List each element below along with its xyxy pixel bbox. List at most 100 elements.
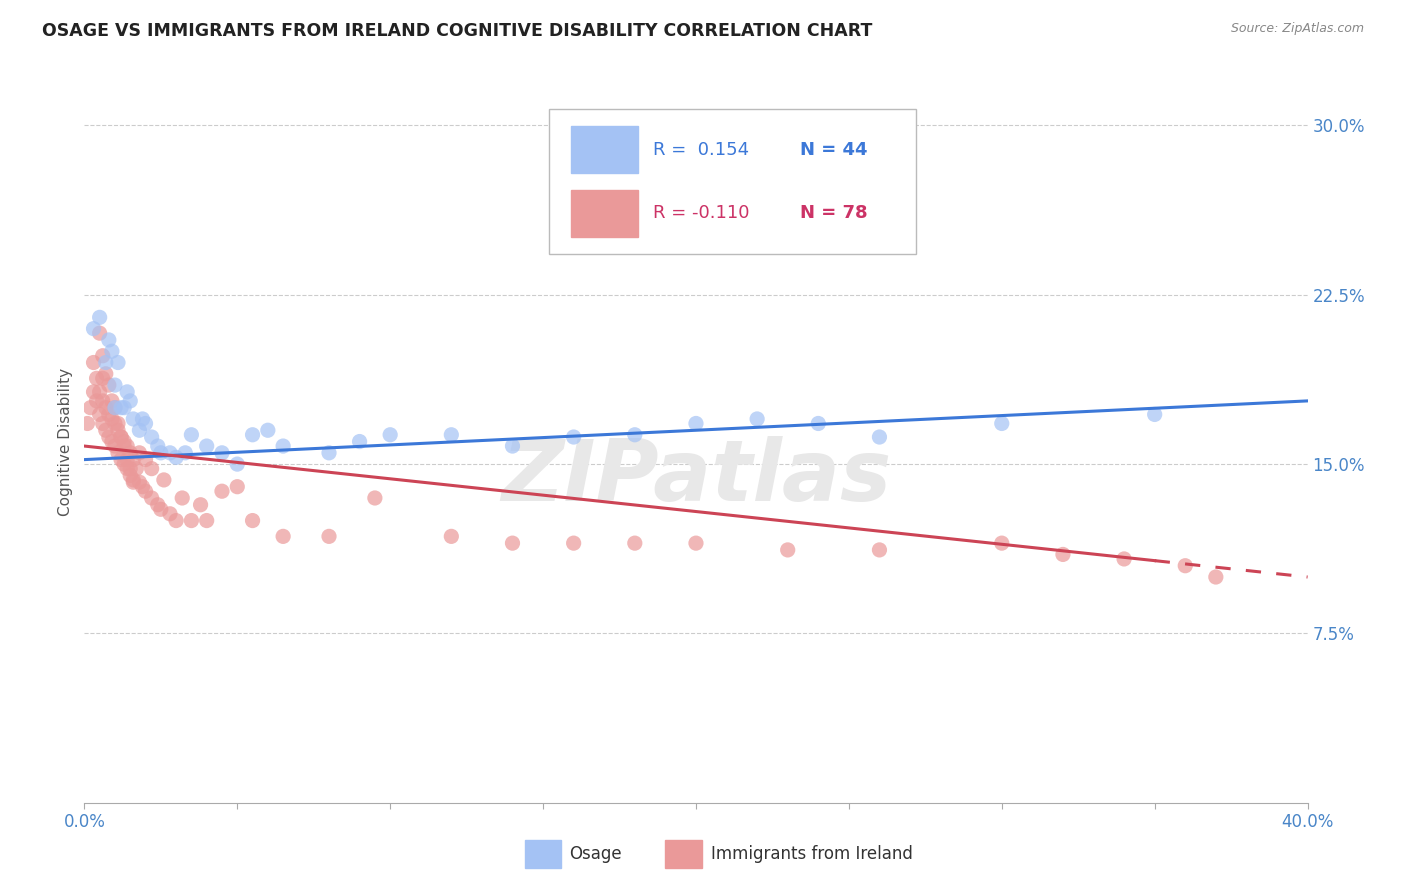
Point xyxy=(120,468,142,483)
Y-axis label: Cognitive Disability: Cognitive Disability xyxy=(58,368,73,516)
Point xyxy=(776,542,799,557)
Point xyxy=(97,333,120,347)
Point xyxy=(91,371,114,385)
Point xyxy=(211,446,233,460)
Point xyxy=(89,326,111,340)
Text: Source: ZipAtlas.com: Source: ZipAtlas.com xyxy=(1230,22,1364,36)
Point xyxy=(131,480,153,494)
Point xyxy=(226,457,249,471)
Point xyxy=(107,423,129,437)
Point xyxy=(318,529,340,543)
Point xyxy=(190,498,212,512)
Point xyxy=(86,393,108,408)
Point xyxy=(195,439,218,453)
Point xyxy=(180,514,202,528)
Point xyxy=(257,423,280,437)
Point xyxy=(869,542,891,557)
Text: ZIPatlas: ZIPatlas xyxy=(501,436,891,519)
Point xyxy=(135,452,157,467)
Point xyxy=(120,461,142,475)
Point xyxy=(562,536,585,550)
Text: Immigrants from Ireland: Immigrants from Ireland xyxy=(710,845,912,863)
Point xyxy=(159,507,181,521)
Point xyxy=(107,355,129,369)
Point xyxy=(97,408,120,422)
Point xyxy=(135,417,157,431)
Point xyxy=(271,529,294,543)
Bar xyxy=(571,190,638,236)
Point xyxy=(101,412,124,426)
Point xyxy=(172,491,194,505)
Point xyxy=(91,417,114,431)
Point xyxy=(128,423,150,437)
Point xyxy=(115,461,138,475)
Point xyxy=(112,457,135,471)
Point xyxy=(94,367,117,381)
Point xyxy=(869,430,891,444)
Point xyxy=(1174,558,1197,573)
Point xyxy=(1143,408,1166,422)
Point xyxy=(165,450,187,465)
Point xyxy=(624,427,647,442)
Point xyxy=(242,427,264,442)
Point xyxy=(97,430,120,444)
Point xyxy=(91,349,114,363)
Point xyxy=(104,417,127,431)
Point xyxy=(94,401,117,415)
Point xyxy=(94,355,117,369)
Point xyxy=(146,498,169,512)
Point xyxy=(94,423,117,437)
Point xyxy=(1205,570,1227,584)
Point xyxy=(107,417,129,431)
Point xyxy=(624,536,647,550)
Point xyxy=(125,461,148,475)
Point xyxy=(149,446,172,460)
Point xyxy=(122,452,145,467)
Point xyxy=(180,427,202,442)
Point xyxy=(380,427,402,442)
Point xyxy=(991,417,1014,431)
Text: Osage: Osage xyxy=(569,845,621,863)
Point xyxy=(89,384,111,399)
Point xyxy=(115,384,138,399)
Point xyxy=(112,401,135,415)
Point xyxy=(104,439,127,453)
Point xyxy=(122,473,145,487)
Point xyxy=(110,401,132,415)
Point xyxy=(79,401,101,415)
Point xyxy=(685,417,707,431)
Point xyxy=(195,514,218,528)
Point xyxy=(159,446,181,460)
Point xyxy=(101,393,124,408)
Point xyxy=(107,446,129,460)
Point xyxy=(226,480,249,494)
Point xyxy=(242,514,264,528)
Point xyxy=(104,401,127,415)
Point xyxy=(97,378,120,392)
Point xyxy=(807,417,830,431)
Point xyxy=(110,430,132,444)
Point xyxy=(76,417,98,431)
Point xyxy=(112,439,135,453)
Point xyxy=(89,310,111,325)
Point xyxy=(1114,552,1136,566)
Point xyxy=(318,446,340,460)
Point xyxy=(122,475,145,490)
Point xyxy=(991,536,1014,550)
Bar xyxy=(524,840,561,868)
Point xyxy=(104,401,127,415)
Point xyxy=(89,408,111,422)
Point xyxy=(91,393,114,408)
Point xyxy=(1052,548,1074,562)
Point xyxy=(685,536,707,550)
Point xyxy=(115,452,138,467)
Point xyxy=(153,473,176,487)
Point xyxy=(271,439,294,453)
Point xyxy=(112,434,135,449)
Text: R = -0.110: R = -0.110 xyxy=(654,204,749,222)
Point xyxy=(122,412,145,426)
Text: R =  0.154: R = 0.154 xyxy=(654,141,749,159)
Point xyxy=(502,439,524,453)
Point xyxy=(101,434,124,449)
Point xyxy=(141,461,163,475)
